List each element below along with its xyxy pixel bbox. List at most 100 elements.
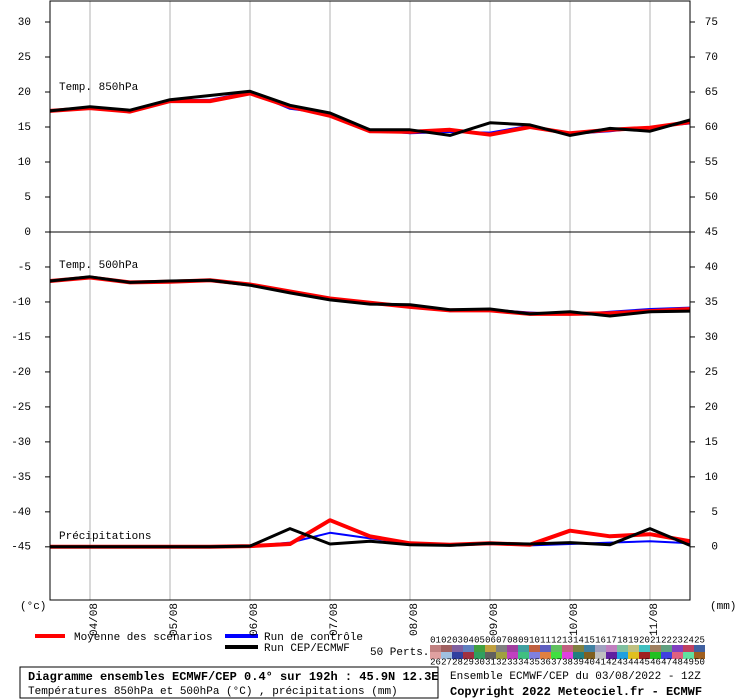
member-swatch bbox=[584, 652, 595, 659]
member-swatch bbox=[606, 645, 617, 652]
member-swatch bbox=[584, 645, 595, 652]
member-swatch bbox=[595, 652, 606, 659]
member-swatch bbox=[661, 645, 672, 652]
member-label: 35 bbox=[529, 657, 540, 667]
y-tick-label: -10 bbox=[11, 297, 31, 309]
y2-tick-label: 60 bbox=[705, 122, 718, 134]
y2-tick-label: 15 bbox=[705, 437, 718, 449]
member-swatch bbox=[441, 645, 452, 652]
member-swatch bbox=[474, 645, 485, 652]
member-swatch bbox=[485, 652, 496, 659]
member-swatch bbox=[639, 652, 650, 659]
y2-tick-label: 65 bbox=[705, 87, 718, 99]
panel-label: Temp. 850hPa bbox=[59, 82, 139, 94]
member-label: 11 bbox=[540, 635, 551, 645]
member-label: 12 bbox=[551, 635, 562, 645]
x-tick-label: 04/08 bbox=[89, 603, 101, 636]
y2-tick-label: 40 bbox=[705, 262, 718, 274]
x-tick-label: 08/08 bbox=[409, 603, 421, 636]
member-swatch bbox=[518, 645, 529, 652]
y2-tick-label: 50 bbox=[705, 192, 718, 204]
member-label: 04 bbox=[463, 635, 474, 645]
member-swatch bbox=[606, 652, 617, 659]
member-label: 42 bbox=[606, 657, 617, 667]
y-tick-label: -20 bbox=[11, 367, 31, 379]
x-tick-label: 11/08 bbox=[649, 603, 661, 636]
legend-label: Run de contrôle bbox=[264, 632, 363, 644]
y-tick-label: 30 bbox=[18, 17, 31, 29]
member-label: 28 bbox=[452, 657, 463, 667]
y2-tick-label: 0 bbox=[711, 542, 718, 554]
y-tick-label: -25 bbox=[11, 402, 31, 414]
member-label: 18 bbox=[617, 635, 628, 645]
box-subtitle: Températures 850hPa et 500hPa (°C) , pré… bbox=[28, 686, 398, 698]
member-label: 19 bbox=[628, 635, 639, 645]
member-swatch bbox=[496, 645, 507, 652]
member-label: 48 bbox=[672, 657, 683, 667]
member-swatch bbox=[617, 652, 628, 659]
legend-label: Run CEP/ECMWF bbox=[264, 643, 350, 655]
member-label: 45 bbox=[639, 657, 650, 667]
run-info: Ensemble ECMWF/CEP du 03/08/2022 - 12Z bbox=[450, 671, 701, 683]
y2-tick-label: 75 bbox=[705, 17, 718, 29]
member-swatch bbox=[452, 645, 463, 652]
member-label: 37 bbox=[551, 657, 562, 667]
member-label: 03 bbox=[452, 635, 463, 645]
x-tick-label: 06/08 bbox=[249, 603, 261, 636]
panel-label: Précipitations bbox=[59, 531, 151, 543]
y2-tick-label: 45 bbox=[705, 227, 718, 239]
member-label: 05 bbox=[474, 635, 485, 645]
y-tick-label: -30 bbox=[11, 437, 31, 449]
member-label: 24 bbox=[683, 635, 694, 645]
member-label: 33 bbox=[507, 657, 518, 667]
member-label: 08 bbox=[507, 635, 518, 645]
member-swatch bbox=[672, 652, 683, 659]
member-swatch bbox=[507, 645, 518, 652]
member-label: 13 bbox=[562, 635, 573, 645]
y-tick-label: -45 bbox=[11, 542, 31, 554]
y2-tick-label: 25 bbox=[705, 367, 718, 379]
member-swatch bbox=[683, 645, 694, 652]
member-swatch bbox=[474, 652, 485, 659]
y-tick-label: 10 bbox=[18, 157, 31, 169]
member-label: 46 bbox=[650, 657, 661, 667]
member-swatch bbox=[551, 652, 562, 659]
member-label: 14 bbox=[573, 635, 584, 645]
member-label: 22 bbox=[661, 635, 672, 645]
member-label: 07 bbox=[496, 635, 507, 645]
y-tick-label: 25 bbox=[18, 52, 31, 64]
member-swatch bbox=[573, 645, 584, 652]
legend-label: Moyenne des scénarios bbox=[74, 632, 213, 644]
member-swatch bbox=[496, 652, 507, 659]
y-tick-label: -35 bbox=[11, 472, 31, 484]
member-swatch bbox=[672, 645, 683, 652]
member-swatch bbox=[551, 645, 562, 652]
member-swatch bbox=[661, 652, 672, 659]
member-swatch bbox=[639, 645, 650, 652]
member-swatch bbox=[463, 645, 474, 652]
x-tick-label: 10/08 bbox=[569, 603, 581, 636]
member-swatch bbox=[562, 645, 573, 652]
member-swatch bbox=[463, 652, 474, 659]
y2-tick-label: 30 bbox=[705, 332, 718, 344]
member-label: 41 bbox=[595, 657, 606, 667]
member-swatch bbox=[694, 652, 705, 659]
member-label: 25 bbox=[694, 635, 705, 645]
member-swatch bbox=[617, 645, 628, 652]
member-label: 47 bbox=[661, 657, 672, 667]
member-label: 15 bbox=[584, 635, 595, 645]
member-swatch bbox=[529, 645, 540, 652]
member-label: 40 bbox=[584, 657, 595, 667]
member-swatch bbox=[540, 652, 551, 659]
member-label: 09 bbox=[518, 635, 529, 645]
member-label: 01 bbox=[430, 635, 441, 645]
series-line bbox=[49, 89, 691, 137]
x-tick-label: 07/08 bbox=[329, 603, 341, 636]
y2-tick-label: 35 bbox=[705, 297, 718, 309]
y-tick-label: -40 bbox=[11, 507, 31, 519]
x-tick-label: 09/08 bbox=[489, 603, 501, 636]
member-label: 50 bbox=[694, 657, 705, 667]
